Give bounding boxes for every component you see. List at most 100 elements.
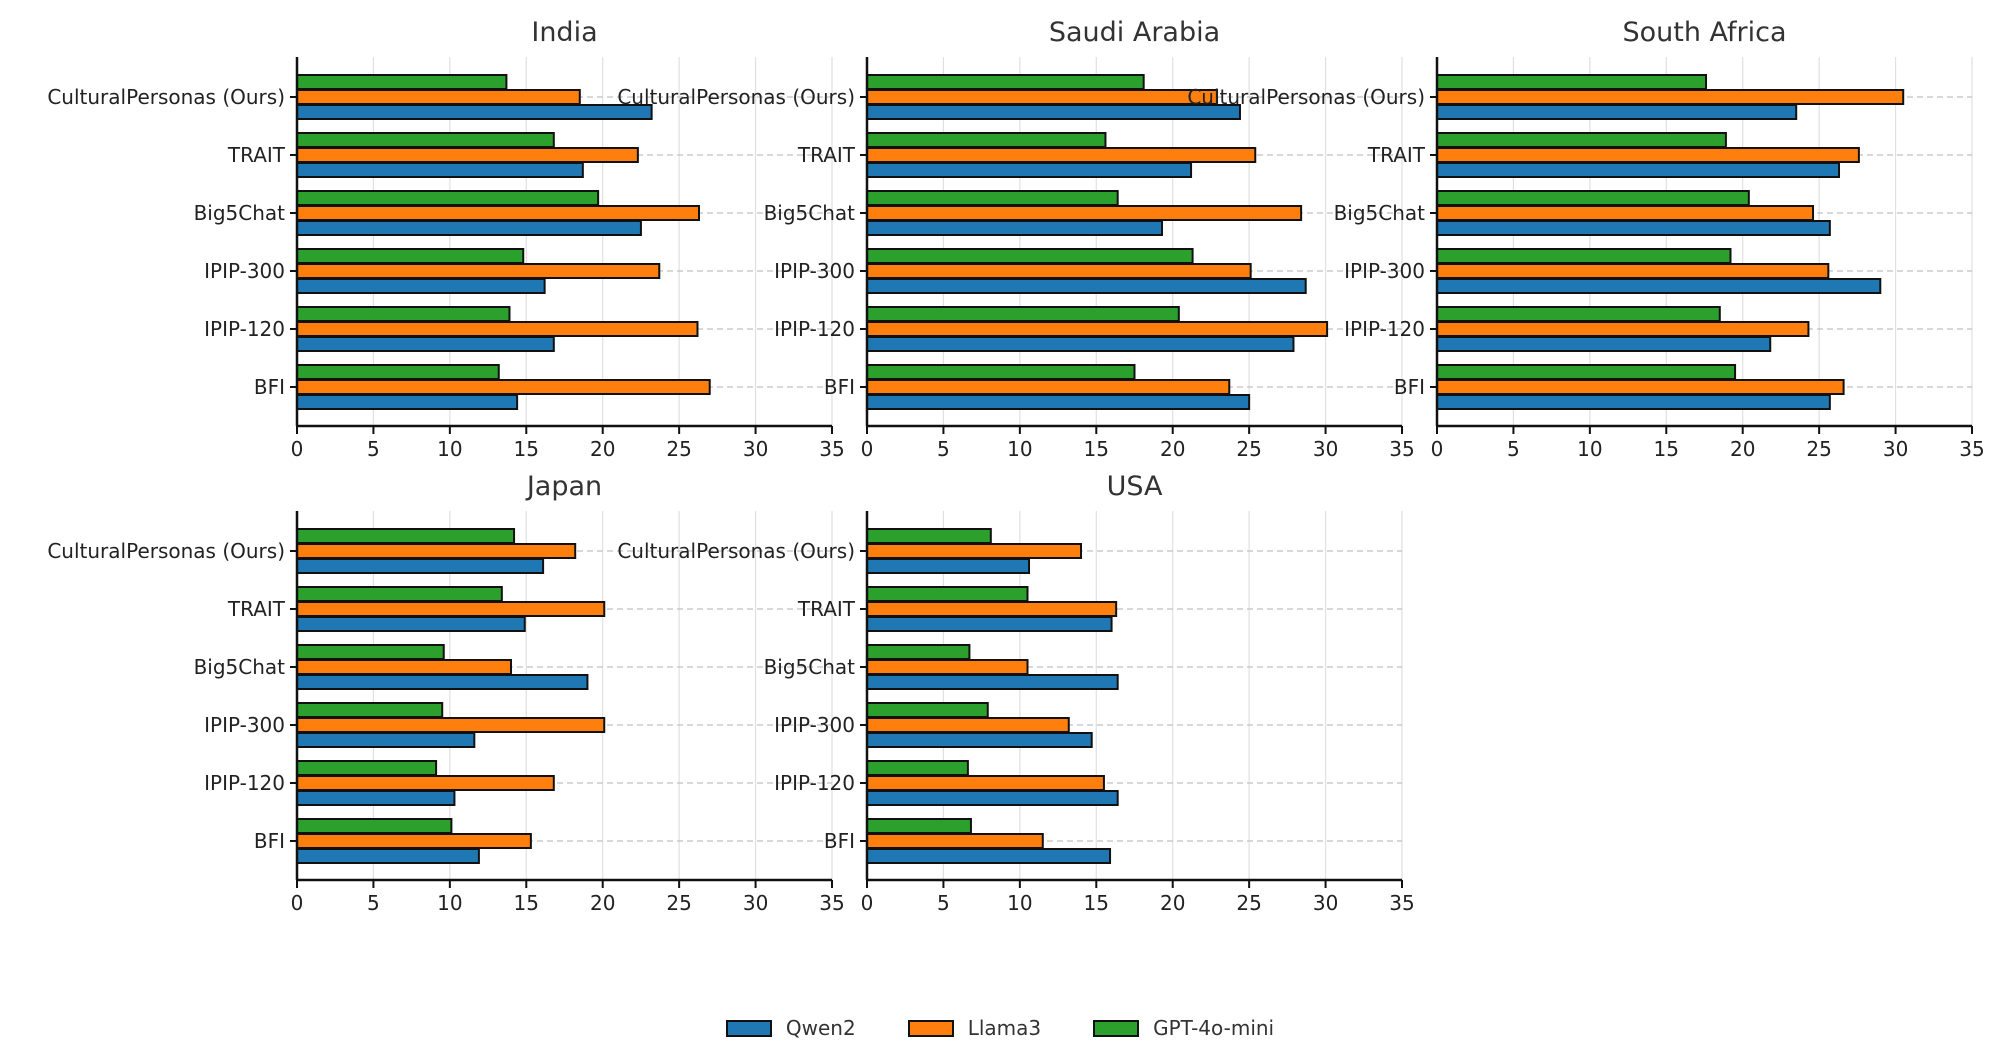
x-tick-label: 5 [1507, 437, 1520, 461]
x-tick-label: 0 [291, 891, 304, 915]
x-tick-label: 25 [1236, 437, 1261, 461]
bar-llama3-big5chat [866, 659, 1029, 675]
x-tick-label: 35 [1389, 891, 1414, 915]
bar-gpt-4o-mini-bfi [866, 364, 1136, 380]
x-tick-label: 10 [1007, 891, 1032, 915]
legend-swatch-gpt-4o-mini [1093, 1019, 1140, 1037]
bar-qwen2-culturalpersonas-ours [296, 104, 653, 120]
bar-qwen2-trait [296, 616, 526, 632]
x-tick-label: 5 [937, 891, 950, 915]
x-tick-label: 20 [590, 891, 615, 915]
y-tick-label: BFI [1394, 375, 1425, 399]
x-tick-label: 15 [514, 437, 539, 461]
y-tick-label: CulturalPersonas (Ours) [47, 85, 285, 109]
bar-qwen2-ipip-300 [296, 732, 476, 748]
bar-gpt-4o-mini-ipip-300 [866, 702, 989, 718]
x-tick-label: 15 [1084, 891, 1109, 915]
bar-qwen2-bfi [296, 394, 519, 410]
x-tick-label: 30 [743, 437, 768, 461]
bar-qwen2-trait [296, 162, 584, 178]
x-tick-label: 15 [1084, 437, 1109, 461]
bar-qwen2-culturalpersonas-ours [296, 558, 545, 574]
chart-title: Saudi Arabia [1049, 17, 1220, 48]
bar-qwen2-ipip-120 [866, 790, 1119, 806]
bar-llama3-trait [866, 601, 1118, 617]
bar-qwen2-big5chat [866, 220, 1164, 236]
bar-llama3-ipip-120 [296, 775, 555, 791]
chart-panel-usa: CulturalPersonas (Ours) TRAIT Big5Chat IPIP… [617, 471, 1414, 915]
y-tick-label: IPIP-300 [774, 713, 855, 737]
bar-gpt-4o-mini-big5chat [1436, 190, 1750, 206]
x-tick-label: 10 [1007, 437, 1032, 461]
y-tick-label: IPIP-120 [1344, 317, 1425, 341]
x-tick-label: 30 [1883, 437, 1908, 461]
bar-qwen2-culturalpersonas-ours [1436, 104, 1798, 120]
bar-gpt-4o-mini-culturalpersonas-ours [296, 74, 508, 90]
legend-label-qwen2: Qwen2 [785, 1016, 856, 1040]
bar-qwen2-culturalpersonas-ours [866, 558, 1031, 574]
x-tick-label: 35 [819, 437, 844, 461]
bar-gpt-4o-mini-trait [866, 586, 1029, 602]
bar-gpt-4o-mini-ipip-120 [296, 760, 438, 776]
chart-panel-japan: CulturalPersonas (Ours) TRAIT Big5Chat IPIP… [47, 471, 844, 915]
bar-llama3-trait [296, 147, 639, 163]
y-tick-label: IPIP-120 [774, 317, 855, 341]
y-tick-label: IPIP-120 [204, 317, 285, 341]
bar-gpt-4o-mini-ipip-120 [296, 306, 511, 322]
bar-gpt-4o-mini-ipip-120 [866, 760, 969, 776]
bar-llama3-ipip-120 [296, 321, 699, 337]
x-tick-label: 15 [514, 891, 539, 915]
bar-gpt-4o-mini-ipip-120 [1436, 306, 1721, 322]
x-tick-label: 5 [367, 437, 380, 461]
y-tick-label: Big5Chat [764, 655, 856, 679]
y-tick-label: IPIP-300 [204, 259, 285, 283]
x-tick-label: 25 [666, 891, 691, 915]
bar-gpt-4o-mini-big5chat [866, 190, 1119, 206]
y-tick-label: IPIP-120 [774, 771, 855, 795]
x-tick-label: 5 [937, 437, 950, 461]
bar-gpt-4o-mini-ipip-300 [296, 702, 444, 718]
bar-llama3-big5chat [296, 659, 512, 675]
bar-qwen2-ipip-120 [866, 336, 1295, 352]
bar-llama3-ipip-120 [866, 775, 1105, 791]
y-tick-label: IPIP-120 [204, 771, 285, 795]
y-tick-label: BFI [824, 375, 855, 399]
x-tick-label: 30 [743, 891, 768, 915]
bar-qwen2-bfi [866, 394, 1251, 410]
legend-item-llama3: Llama3 [907, 1016, 1041, 1040]
bar-qwen2-big5chat [866, 674, 1119, 690]
bar-gpt-4o-mini-bfi [296, 364, 500, 380]
bar-llama3-bfi [296, 379, 711, 395]
chart-title: Japan [525, 471, 602, 502]
y-tick-label: BFI [254, 375, 285, 399]
x-tick-label: 20 [1160, 891, 1185, 915]
x-tick-label: 5 [367, 891, 380, 915]
chart-title: South Africa [1622, 17, 1786, 48]
bar-llama3-trait [296, 601, 606, 617]
bar-gpt-4o-mini-ipip-120 [866, 306, 1180, 322]
x-tick-label: 35 [1389, 437, 1414, 461]
y-tick-label: CulturalPersonas (Ours) [47, 539, 285, 563]
bar-gpt-4o-mini-ipip-300 [1436, 248, 1732, 264]
bar-gpt-4o-mini-ipip-300 [296, 248, 525, 264]
y-tick-label: TRAIT [1367, 143, 1426, 167]
bar-llama3-big5chat [296, 205, 701, 221]
bar-llama3-ipip-300 [866, 717, 1070, 733]
bar-gpt-4o-mini-bfi [296, 818, 453, 834]
y-tick-label: TRAIT [227, 597, 286, 621]
bar-qwen2-trait [1436, 162, 1841, 178]
bar-qwen2-trait [866, 162, 1193, 178]
x-tick-label: 0 [861, 891, 874, 915]
chart-title: USA [1107, 471, 1163, 502]
bar-gpt-4o-mini-culturalpersonas-ours [1436, 74, 1708, 90]
y-tick-label: Big5Chat [1334, 201, 1426, 225]
y-tick-label: TRAIT [797, 597, 856, 621]
y-tick-label: BFI [254, 829, 285, 853]
bar-gpt-4o-mini-big5chat [296, 190, 600, 206]
bar-llama3-ipip-300 [296, 263, 661, 279]
x-tick-label: 25 [1806, 437, 1831, 461]
bar-qwen2-culturalpersonas-ours [866, 104, 1241, 120]
y-tick-label: IPIP-300 [204, 713, 285, 737]
bar-llama3-trait [1436, 147, 1860, 163]
